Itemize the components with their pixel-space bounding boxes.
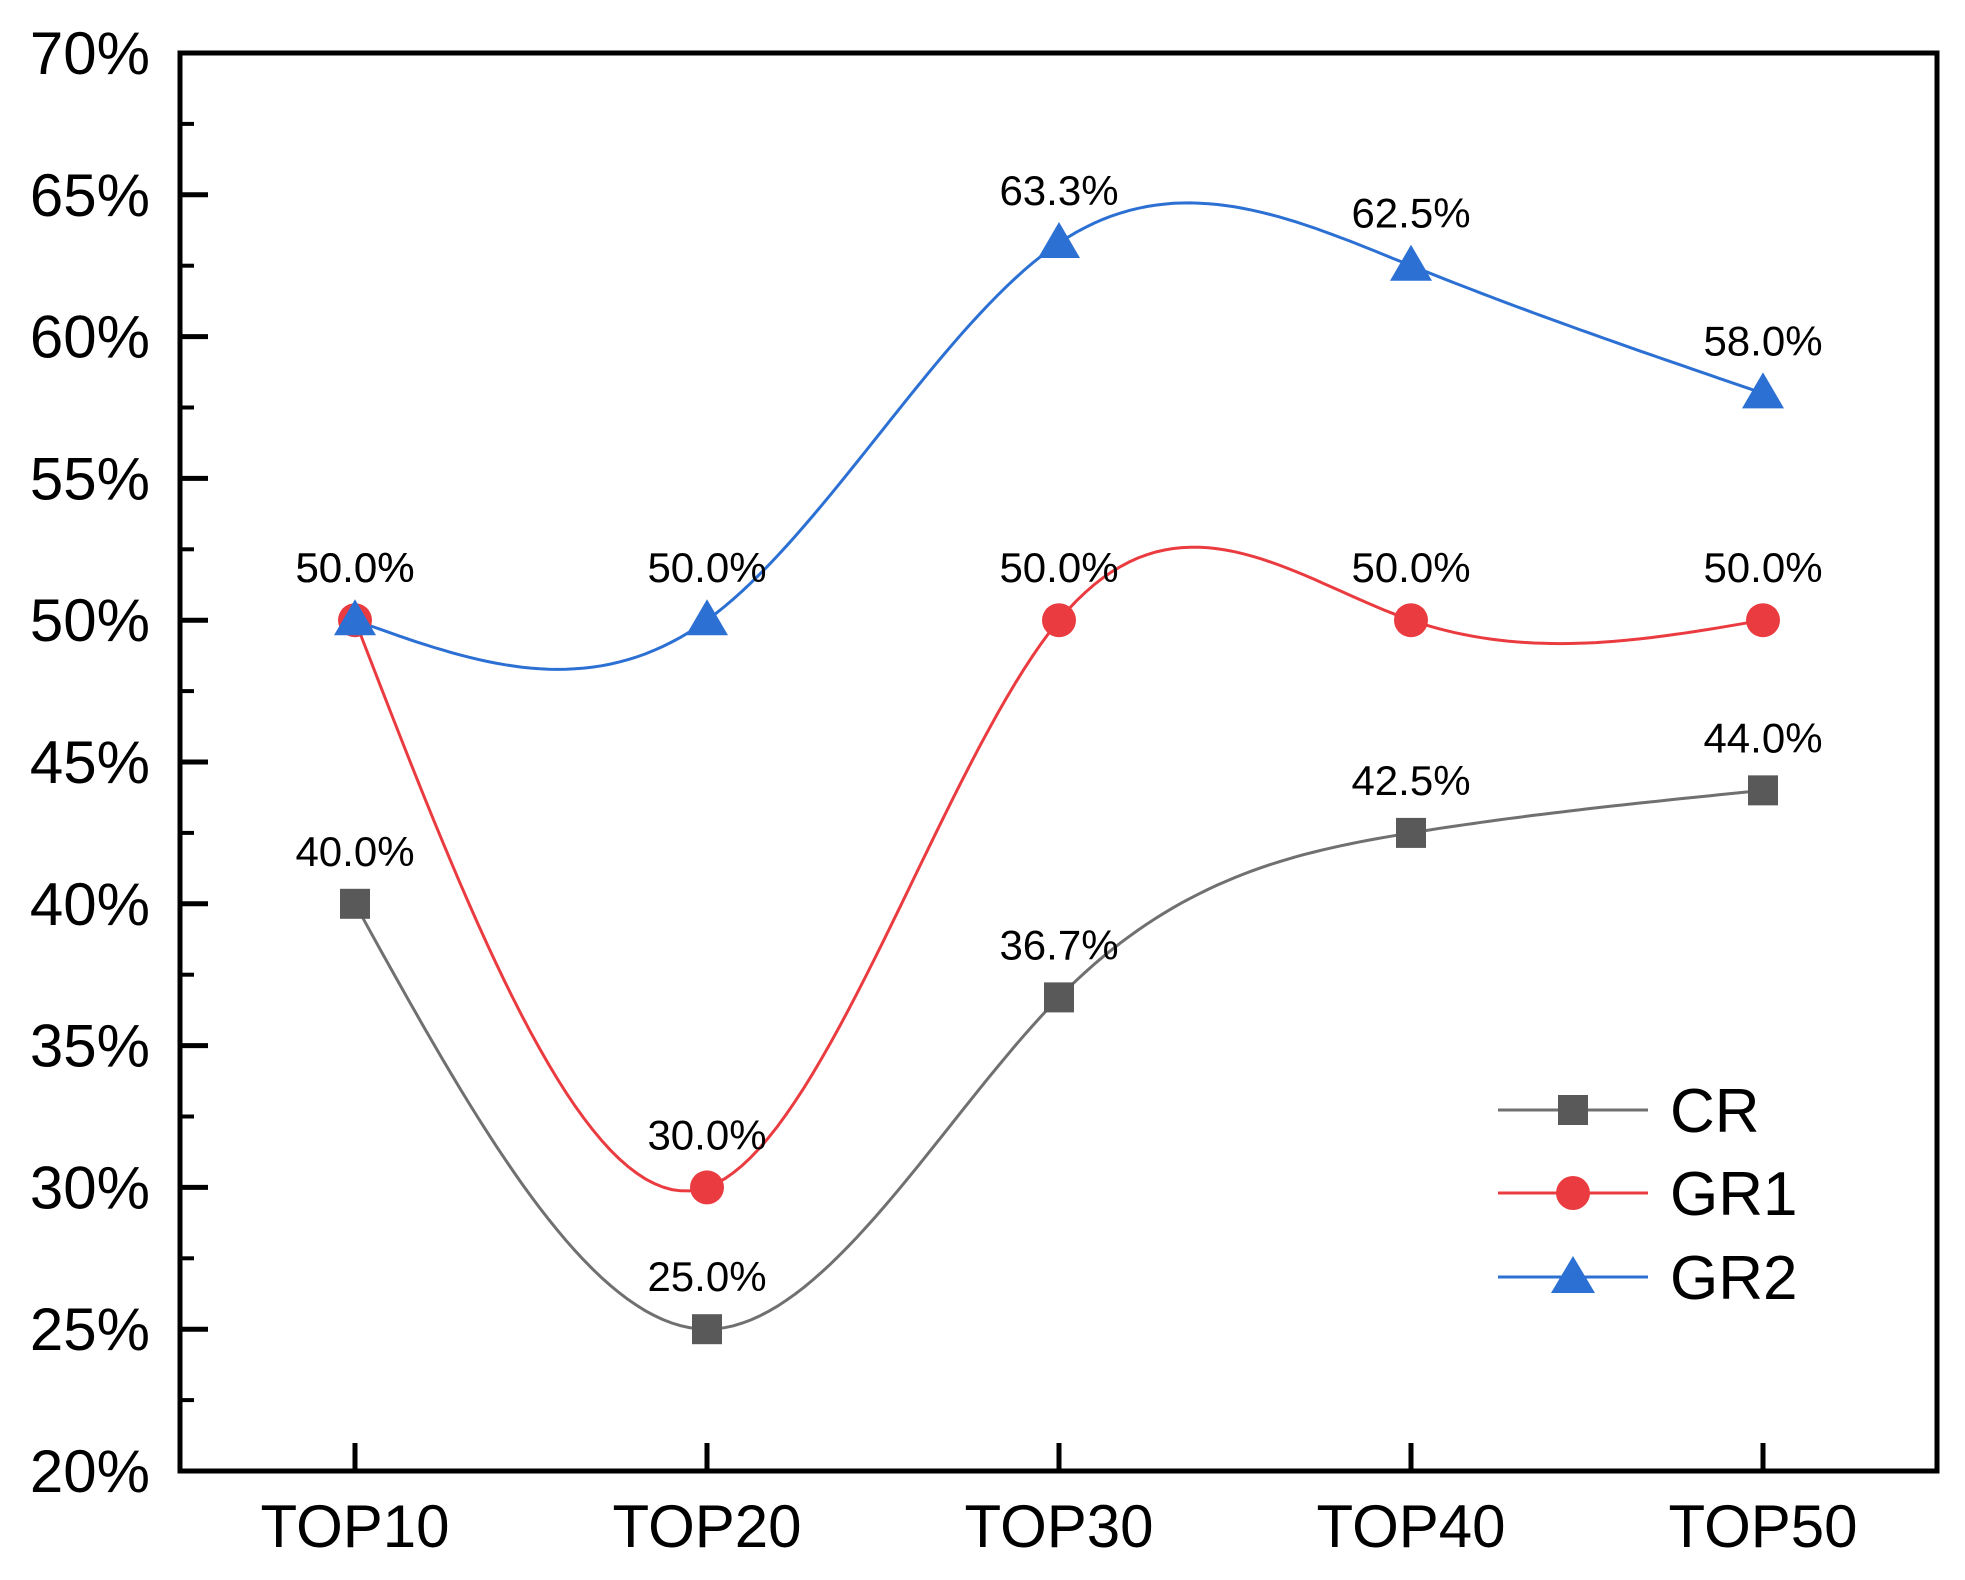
legend-square-marker-icon [1558,1095,1588,1125]
data-point-label: 58.0% [1703,317,1822,364]
series-line-cr [353,788,1764,1331]
data-point-label: 42.5% [1351,757,1470,804]
y-tick-label: 25% [30,1296,150,1363]
y-tick-label: 60% [30,304,150,371]
data-point-triangle-icon [686,599,728,636]
y-tick-label: 55% [30,445,150,512]
x-tick-label: TOP20 [613,1493,802,1560]
data-point-label: 25.0% [647,1253,766,1300]
data-point-labels: 40.0% 25.0% 36.7% 42.5% 44.0% 50.0% 30.0% 50.0%… [295,167,1822,1300]
data-point-square-icon [692,1314,722,1345]
legend-item-gr1: GR1 [1498,1160,1797,1229]
y-tick-label: 20% [30,1438,150,1505]
data-point-square-icon [340,888,370,919]
legend-item-gr2: GR2 [1498,1244,1797,1313]
series-line-gr1 [353,545,1764,1193]
data-point-label: 63.3% [999,167,1118,214]
x-tick-label: TOP50 [1669,1493,1858,1560]
x-tick-label: TOP40 [1317,1493,1506,1560]
y-tick-label: 70% [30,20,150,87]
data-point-square-icon [1044,982,1074,1013]
x-tick-label: TOP30 [965,1493,1154,1560]
data-point-label: 40.0% [295,828,414,875]
data-point-square-icon [1396,817,1426,848]
legend-label-gr1: GR1 [1670,1160,1797,1229]
data-point-label: 50.0% [295,544,414,591]
y-axis-tick-labels: 20% 25% 30% 35% 40% 45% 50% 55% 60% 65% 70% [30,20,150,1505]
data-point-label: 36.7% [999,921,1118,968]
series-markers [334,222,1784,1345]
y-tick-label: 40% [30,871,150,938]
series-lines [353,201,1764,1331]
data-point-label: 30.0% [647,1111,766,1158]
data-point-circle-icon [1746,603,1780,638]
legend-item-cr: CR [1498,1077,1760,1146]
data-point-triangle-icon [334,599,376,636]
data-point-circle-icon [690,1170,724,1205]
legend-label-gr2: GR2 [1670,1244,1797,1313]
series-line-gr2 [354,201,1764,671]
data-point-circle-icon [1042,603,1076,638]
y-tick-label: 30% [30,1154,150,1221]
legend: CR GR1 GR2 [1498,1077,1797,1313]
legend-triangle-marker-icon [1551,1256,1595,1293]
data-point-triangle-icon [1390,244,1432,281]
y-tick-label: 35% [30,1013,150,1080]
data-point-label: 50.0% [1703,544,1822,591]
x-tick-label: TOP10 [261,1493,450,1560]
y-tick-label: 65% [30,162,150,229]
x-axis-tick-labels: TOP10 TOP20 TOP30 TOP40 TOP50 [261,1493,1858,1560]
data-point-label: 50.0% [1351,544,1470,591]
data-point-circle-icon [1394,603,1428,638]
data-point-label: 50.0% [647,544,766,591]
y-tick-label: 50% [30,587,150,654]
data-point-label: 50.0% [999,544,1118,591]
legend-label-cr: CR [1670,1077,1760,1146]
data-point-triangle-icon [1038,222,1080,259]
y-tick-label: 45% [30,729,150,796]
axis-ticks [180,121,1766,1471]
data-point-square-icon [1748,775,1778,806]
legend-circle-marker-icon [1556,1176,1590,1210]
data-point-label: 62.5% [1351,190,1470,237]
data-point-label: 44.0% [1703,714,1822,761]
data-point-label: 50.0% [295,544,414,591]
data-point-triangle-icon [1742,372,1784,409]
